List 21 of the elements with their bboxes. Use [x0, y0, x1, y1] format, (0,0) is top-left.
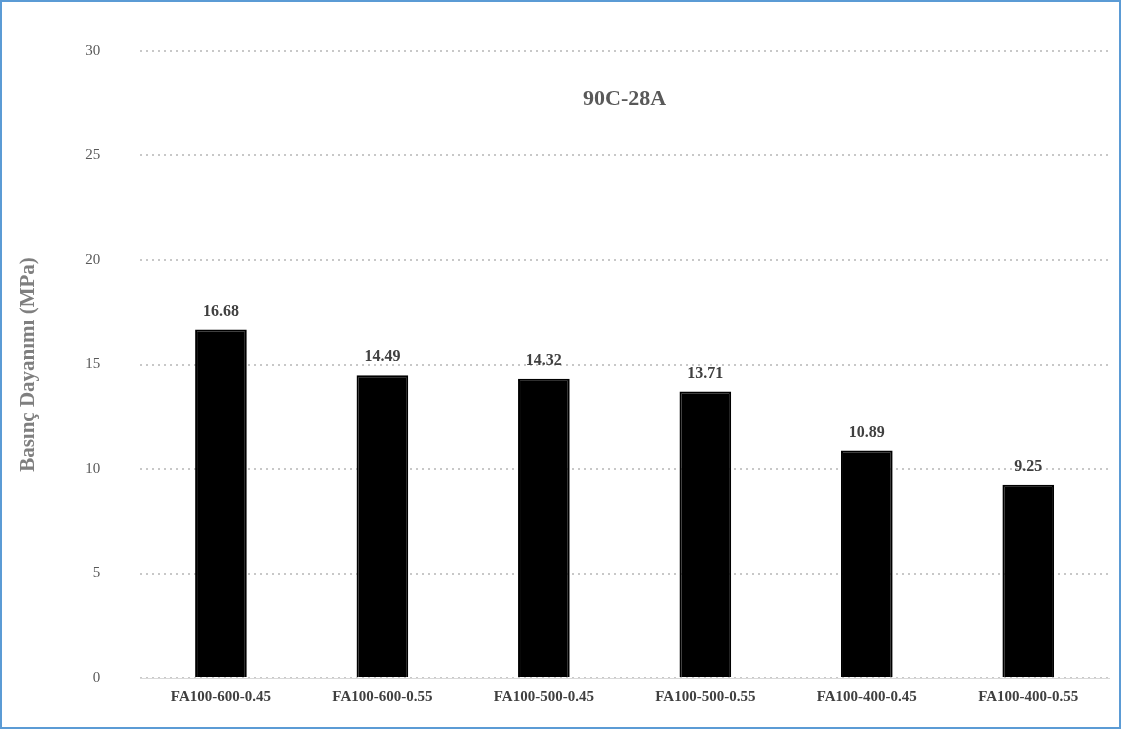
x-tick-label: FA100-400-0.55 — [978, 687, 1079, 704]
data-label: 14.49 — [364, 347, 401, 365]
x-tick-label: FA100-500-0.45 — [493, 687, 594, 704]
data-label: 13.71 — [687, 363, 724, 381]
text: 90C-28A — [583, 84, 667, 110]
y-tick-label: 15 — [85, 355, 101, 372]
y-tick-label: 20 — [85, 250, 101, 267]
y-axis-title: Basınç Dayanımı (MPa) — [15, 257, 40, 472]
y-tick-label: 30 — [85, 41, 101, 58]
y-tick-label: 10 — [85, 459, 101, 476]
data-label: 10.89 — [848, 422, 885, 440]
y-tick-label: 25 — [85, 146, 101, 163]
y-tick-label: 0 — [92, 668, 101, 685]
x-tick-label: FA100-600-0.45 — [170, 687, 271, 704]
x-tick-label: FA100-600-0.55 — [332, 687, 433, 704]
y-tick-label: 5 — [92, 564, 101, 581]
x-tick-label: FA100-500-0.55 — [655, 687, 756, 704]
data-label: 16.68 — [202, 301, 239, 319]
data-label: 14.32 — [525, 350, 562, 368]
x-tick-label: FA100-400-0.45 — [816, 687, 917, 704]
data-label: 9.25 — [1014, 456, 1043, 474]
